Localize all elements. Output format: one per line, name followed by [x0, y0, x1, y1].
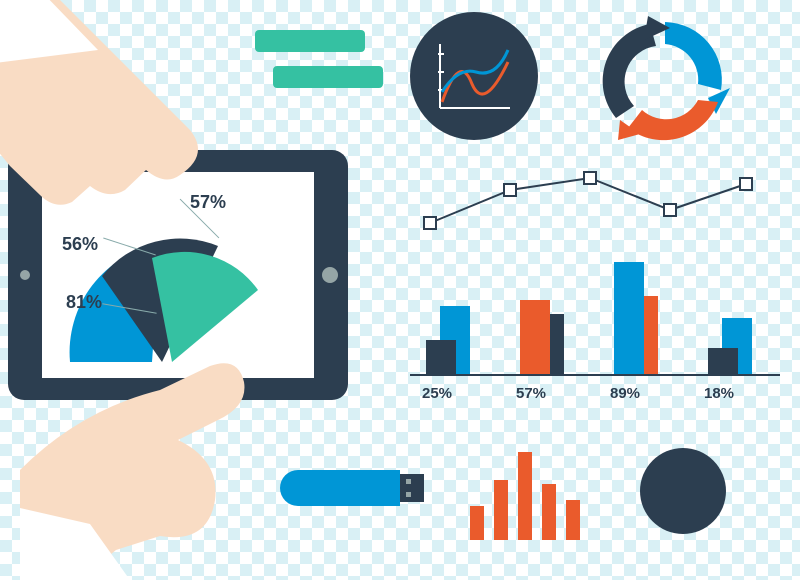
- usb-body: [280, 470, 400, 506]
- line-chart-icon: [418, 168, 758, 238]
- circle-icon: [640, 448, 726, 534]
- bar-front: [614, 262, 644, 374]
- mini-bar: [470, 506, 484, 540]
- bar-label: 89%: [610, 385, 640, 402]
- accent-pill-group: [255, 30, 383, 88]
- bar-front: [708, 348, 738, 374]
- hand-bottom-icon: [20, 320, 320, 580]
- bar-label: 57%: [516, 385, 546, 402]
- bar-chart-baseline: [410, 374, 780, 376]
- usb-cap: [400, 474, 424, 502]
- bar-label: 25%: [422, 385, 452, 402]
- accent-pill: [273, 66, 383, 88]
- mini-bar: [566, 500, 580, 540]
- line-chart: [418, 168, 758, 238]
- fan-chart-label: 81%: [66, 292, 102, 313]
- circular-arrows-icon: [590, 10, 740, 150]
- line-chart-icon: [410, 12, 538, 140]
- mini-bar: [494, 480, 508, 540]
- mini-bar-chart: [470, 440, 610, 540]
- bar-group: [426, 254, 476, 374]
- refresh-ring: [590, 10, 740, 150]
- tablet-camera: [20, 270, 30, 280]
- bar-front: [520, 300, 550, 374]
- bar-label: 18%: [704, 385, 734, 402]
- bar-chart: 25% 57% 89% 18%: [410, 230, 780, 410]
- bar-group: [708, 254, 758, 374]
- usb-drive-icon: [280, 470, 428, 506]
- analytics-badge: [410, 12, 538, 140]
- bar-group: [614, 254, 664, 374]
- tablet-home-button: [322, 267, 338, 283]
- mini-bar: [542, 484, 556, 540]
- mini-bar: [518, 452, 532, 540]
- bar-group: [520, 254, 570, 374]
- bar-front: [426, 340, 456, 374]
- hand-top-icon: [0, 0, 260, 250]
- accent-pill: [255, 30, 365, 52]
